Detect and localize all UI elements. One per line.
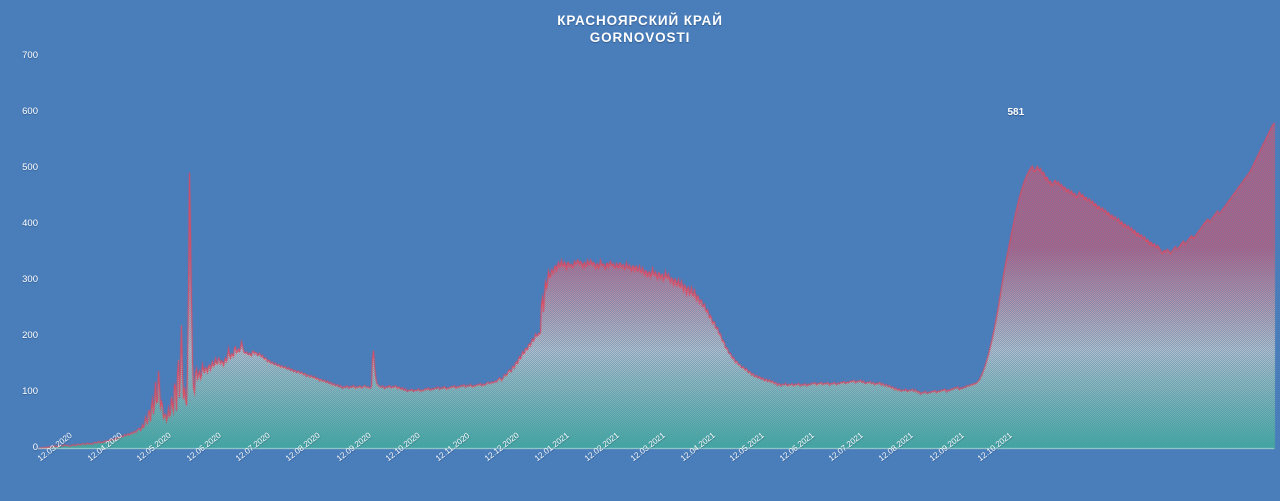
last-value-annotation: 581 [1007,106,1025,118]
